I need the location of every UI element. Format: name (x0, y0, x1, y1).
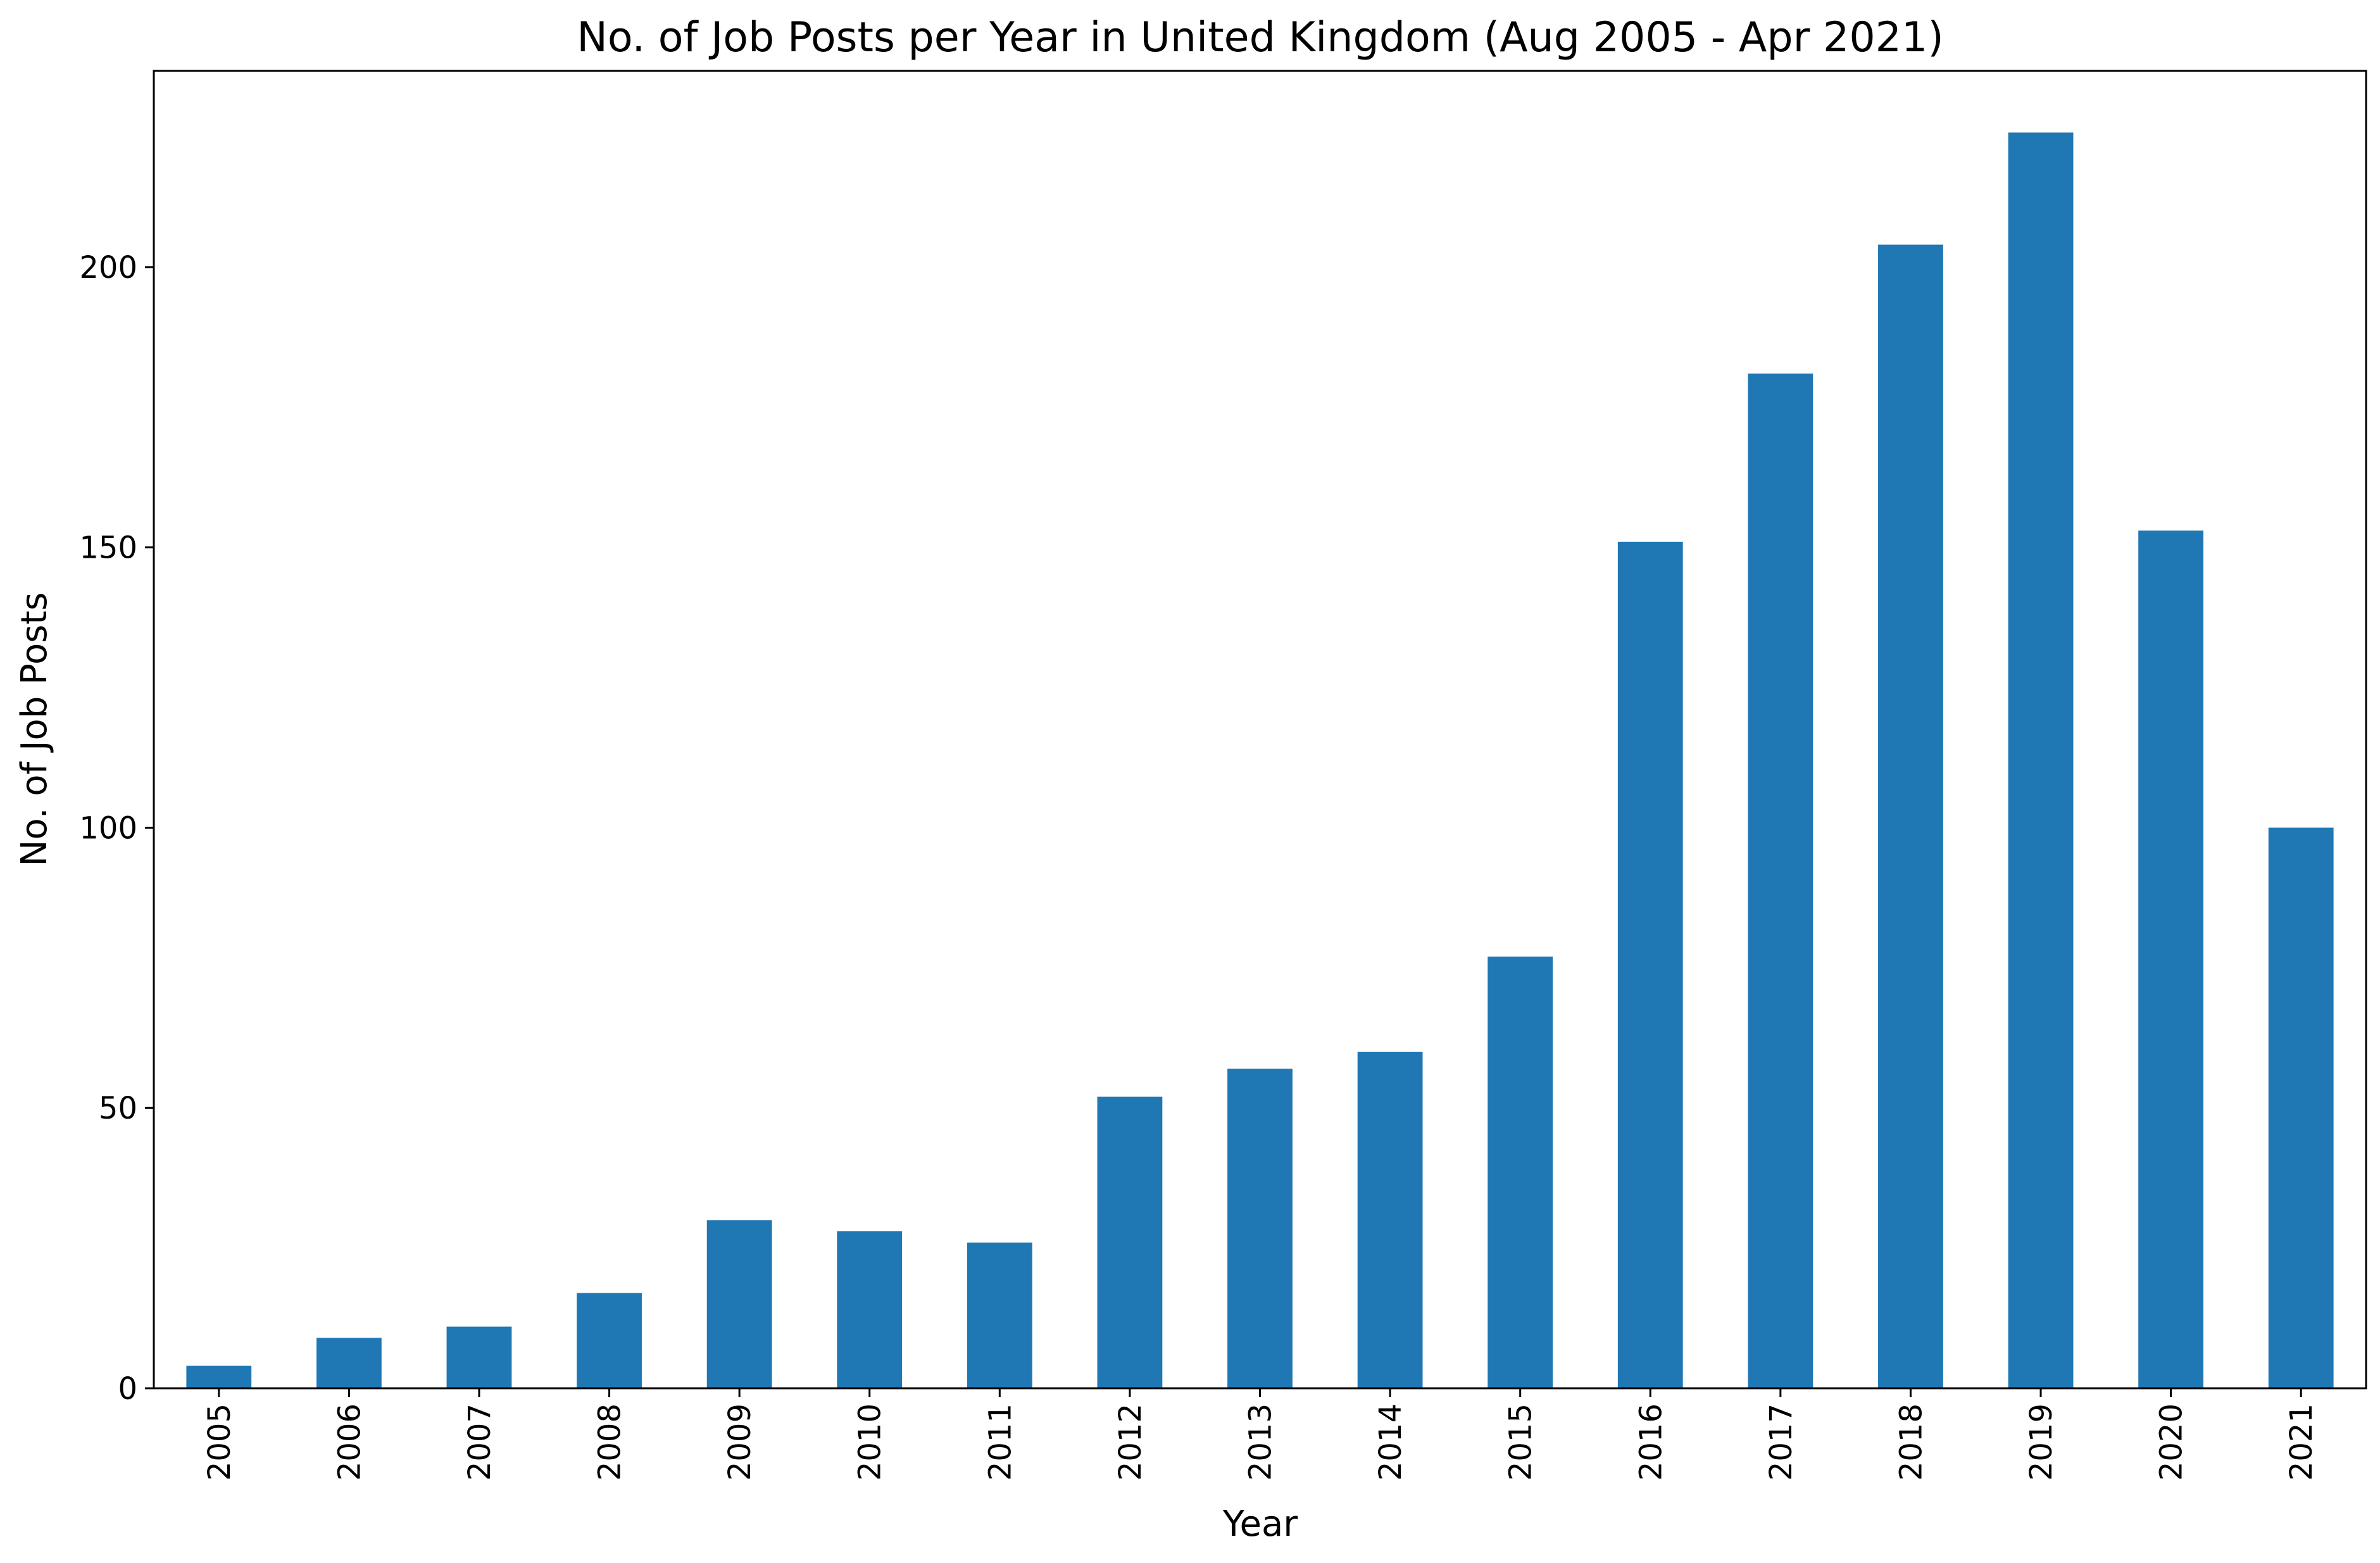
x-tick-label-2009: 2009 (722, 1403, 758, 1481)
bar-2016 (1617, 541, 1683, 1388)
x-ticks-group: 2005 2006 2007 2008 2009 2010 2011 2012 2013 2014… (202, 1388, 2319, 1481)
x-tick-label-2013: 2013 (1243, 1403, 1279, 1481)
bar-2015 (1488, 957, 1553, 1388)
bar-2011 (967, 1242, 1032, 1388)
bar-2018 (1878, 244, 1943, 1388)
x-tick-label-2016: 2016 (1633, 1403, 1669, 1481)
x-tick-label-2010: 2010 (853, 1403, 888, 1481)
bar-2010 (837, 1231, 903, 1388)
x-tick-label-2019: 2019 (2024, 1403, 2059, 1481)
y-tick-label-150: 150 (79, 530, 137, 566)
bar-2009 (706, 1220, 772, 1388)
bar-2020 (2138, 530, 2204, 1388)
x-tick-label-2014: 2014 (1373, 1403, 1408, 1481)
bars-group (186, 132, 2334, 1389)
bar-2019 (2008, 132, 2074, 1389)
x-tick-label-2018: 2018 (1893, 1403, 1929, 1481)
y-tick-label-50: 50 (99, 1091, 137, 1126)
bar-2021 (2268, 827, 2334, 1388)
bar-2013 (1227, 1069, 1293, 1388)
y-tick-label-100: 100 (79, 810, 137, 846)
x-tick-label-2008: 2008 (592, 1403, 628, 1481)
x-tick-label-2011: 2011 (982, 1403, 1018, 1481)
x-tick-label-2012: 2012 (1113, 1403, 1148, 1481)
y-ticks-group: 0 50 100 150 200 (79, 250, 154, 1407)
bar-2012 (1097, 1096, 1163, 1388)
bar-2017 (1748, 373, 1813, 1388)
x-tick-label-2005: 2005 (202, 1403, 237, 1481)
bar-2006 (316, 1338, 382, 1388)
plot-frame (153, 70, 2367, 1390)
x-tick-label-2006: 2006 (332, 1403, 367, 1481)
x-tick-label-2017: 2017 (1763, 1403, 1799, 1481)
x-tick-label-2007: 2007 (462, 1403, 498, 1481)
y-axis-label: No. of Job Posts (14, 592, 55, 866)
bar-2014 (1357, 1051, 1423, 1388)
x-tick-label-2020: 2020 (2154, 1403, 2189, 1481)
bar-2007 (446, 1326, 512, 1388)
y-tick-label-200: 200 (79, 250, 137, 286)
y-tick-label-0: 0 (118, 1371, 137, 1407)
x-tick-label-2015: 2015 (1503, 1403, 1539, 1481)
bar-2005 (186, 1365, 252, 1388)
x-tick-label-2021: 2021 (2284, 1403, 2319, 1481)
x-axis-label: Year (1222, 1503, 1299, 1545)
bar-2008 (577, 1293, 642, 1388)
chart-title: No. of Job Posts per Year in United King… (577, 14, 1944, 61)
